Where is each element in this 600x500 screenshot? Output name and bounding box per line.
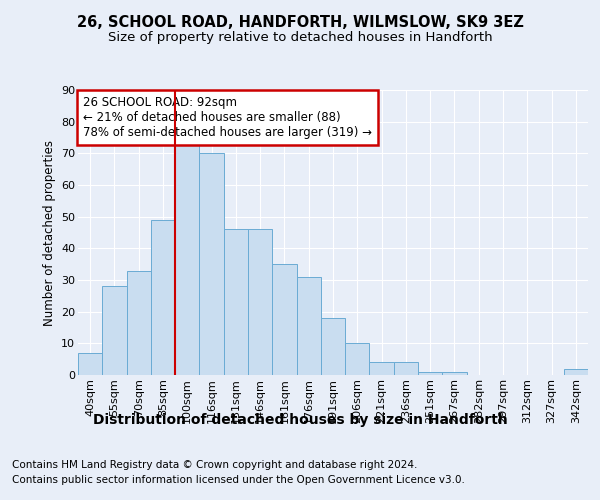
Text: 26, SCHOOL ROAD, HANDFORTH, WILMSLOW, SK9 3EZ: 26, SCHOOL ROAD, HANDFORTH, WILMSLOW, SK…: [77, 15, 523, 30]
Bar: [151, 220, 175, 375]
Bar: [127, 270, 151, 375]
Bar: [248, 230, 272, 375]
Bar: [442, 372, 467, 375]
Bar: [175, 144, 199, 375]
Text: Contains HM Land Registry data © Crown copyright and database right 2024.: Contains HM Land Registry data © Crown c…: [12, 460, 418, 470]
Bar: [199, 154, 224, 375]
Bar: [418, 372, 442, 375]
Text: Contains public sector information licensed under the Open Government Licence v3: Contains public sector information licen…: [12, 475, 465, 485]
Bar: [321, 318, 345, 375]
Bar: [224, 230, 248, 375]
Text: Size of property relative to detached houses in Handforth: Size of property relative to detached ho…: [107, 31, 493, 44]
Bar: [102, 286, 127, 375]
Bar: [345, 344, 370, 375]
Bar: [564, 368, 588, 375]
Bar: [296, 277, 321, 375]
Bar: [272, 264, 296, 375]
Y-axis label: Number of detached properties: Number of detached properties: [43, 140, 56, 326]
Text: Distribution of detached houses by size in Handforth: Distribution of detached houses by size …: [92, 413, 508, 427]
Bar: [78, 353, 102, 375]
Bar: [394, 362, 418, 375]
Text: 26 SCHOOL ROAD: 92sqm
← 21% of detached houses are smaller (88)
78% of semi-deta: 26 SCHOOL ROAD: 92sqm ← 21% of detached …: [83, 96, 372, 138]
Bar: [370, 362, 394, 375]
